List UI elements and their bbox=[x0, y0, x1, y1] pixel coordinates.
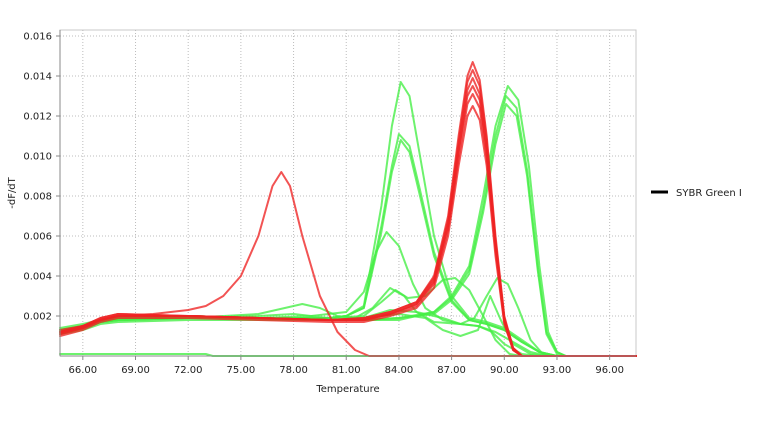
series-line-18 bbox=[59, 105, 637, 357]
series-lines bbox=[59, 61, 637, 357]
x-tick-label: 84.00 bbox=[385, 365, 414, 376]
series-line-19 bbox=[59, 77, 637, 357]
y-tick-label: 0.008 bbox=[23, 192, 52, 203]
x-tick-label: 75.00 bbox=[227, 365, 256, 376]
x-tick-label: 78.00 bbox=[279, 365, 308, 376]
axes bbox=[59, 30, 636, 357]
x-tick-label: 87.00 bbox=[437, 365, 466, 376]
plot-area-background bbox=[59, 29, 637, 357]
y-tick-label: 0.004 bbox=[23, 272, 52, 283]
x-axis-title: Temperature bbox=[315, 384, 379, 395]
y-tick-labels: 0.002 0.004 0.006 0.008 0.010 0.012 0.014 0.016 bbox=[23, 32, 60, 323]
x-tick-label: 93.00 bbox=[543, 365, 572, 376]
x-tick-label: 81.00 bbox=[332, 365, 361, 376]
x-tick-label: 96.00 bbox=[595, 365, 624, 376]
x-tick-label: 90.00 bbox=[490, 365, 519, 376]
legend-label: SYBR Green I bbox=[676, 188, 742, 199]
x-tick-label: 72.00 bbox=[174, 365, 203, 376]
y-tick-label: 0.016 bbox=[23, 32, 52, 43]
x-tick-label: 69.00 bbox=[121, 365, 150, 376]
x-tick-labels: 66.00 69.00 72.00 75.00 78.00 81.00 84.00 87.00… bbox=[69, 356, 624, 376]
y-tick-label: 0.014 bbox=[23, 72, 52, 83]
y-tick-label: 0.012 bbox=[23, 112, 52, 123]
x-tick-label: 66.00 bbox=[69, 365, 98, 376]
y-tick-label: 0.006 bbox=[23, 232, 52, 243]
y-axis-title: -dF/dT bbox=[7, 176, 18, 208]
series-line-8 bbox=[59, 295, 637, 357]
y-tick-label: 0.010 bbox=[23, 152, 52, 163]
legend: SYBR Green I bbox=[651, 188, 742, 199]
y-tick-label: 0.002 bbox=[23, 312, 52, 323]
